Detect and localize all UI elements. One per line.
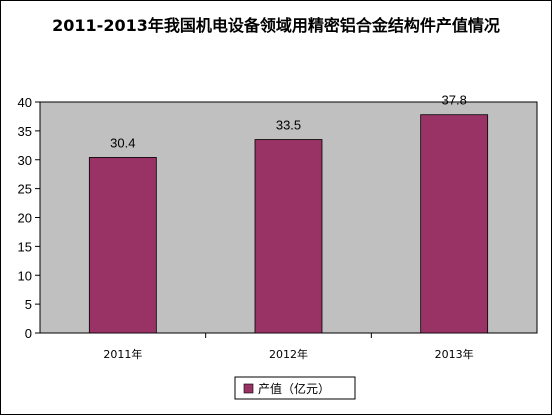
y-axis: 0 5 10 15 20 25 30 35 40	[18, 95, 40, 341]
y-tick-label: 5	[25, 297, 32, 312]
legend-box	[234, 376, 356, 400]
chart-title: 2011-2013年我国机电设备领域用精密铝合金结构件产值情况	[0, 14, 552, 38]
x-tick-label: 2013年	[435, 347, 474, 361]
legend-label: 产值（亿元）	[258, 381, 330, 396]
y-tick-label: 0	[25, 326, 32, 341]
y-tick-label: 30	[18, 153, 32, 168]
bar	[88, 157, 157, 334]
data-label: 33.5	[276, 118, 301, 133]
data-label: 37.8	[442, 93, 467, 108]
x-tick-label: 2012年	[269, 347, 308, 361]
y-tick-label: 10	[18, 268, 32, 283]
legend: 产值（亿元）	[234, 376, 356, 400]
y-tick-label: 15	[18, 239, 32, 254]
legend-swatch	[243, 383, 254, 394]
data-label: 30.4	[110, 135, 135, 150]
bar	[254, 139, 323, 334]
bar	[420, 114, 489, 334]
x-tick-label: 2011年	[103, 347, 142, 361]
bars-group: 30.4 33.5 37.8	[88, 93, 489, 334]
y-tick-label: 20	[18, 211, 32, 226]
y-tick-label: 35	[18, 124, 32, 139]
x-axis: 2011年 2012年 2013年	[103, 333, 474, 361]
chart-title-text: 2011-2013年我国机电设备领域用精密铝合金结构件产值情况	[52, 16, 500, 35]
y-tick-label: 25	[18, 182, 32, 197]
y-tick-label: 40	[18, 95, 32, 110]
